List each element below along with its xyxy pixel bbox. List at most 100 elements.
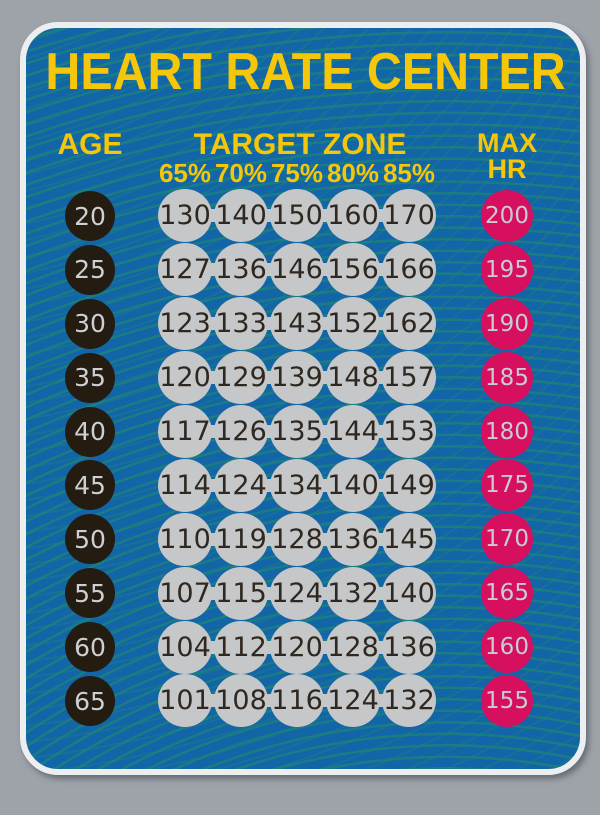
table-row: 40 117 126 135 144 153 180	[26, 405, 580, 459]
max-hr-cell: 165	[481, 567, 533, 620]
zone-cell: 170	[382, 189, 436, 243]
zone-cell: 150	[270, 189, 324, 243]
table-row: 20 130 140 150 160 170 200	[26, 189, 580, 243]
zone-cell: 128	[270, 512, 324, 566]
zone-cell: 123	[158, 297, 212, 351]
max-hr-label-line1: MAX	[477, 128, 537, 158]
page-title: HEART RATE CENTER	[45, 43, 566, 101]
age-cell: 25	[65, 244, 115, 295]
max-hr-cell: 160	[481, 621, 533, 674]
zone-cell: 144	[326, 405, 380, 458]
percentage-header-row: 65% 70% 75% 80% 85%	[157, 158, 437, 189]
zone-cell: 115	[214, 566, 268, 620]
zone-strip: 130 140 150 160 170	[157, 189, 437, 243]
zone-cell: 166	[382, 243, 436, 297]
zone-cell: 139	[270, 351, 324, 405]
max-hr-cell: 170	[481, 513, 533, 566]
zone-cell: 108	[214, 674, 268, 728]
percentage-label: 65%	[158, 158, 212, 188]
max-hr-cell: 175	[481, 459, 533, 512]
zone-strip: 114 124 134 140 149	[157, 458, 437, 512]
zone-cell: 120	[270, 620, 324, 674]
zone-cell: 132	[326, 566, 380, 620]
zone-cell: 124	[270, 566, 324, 620]
zone-strip: 104 112 120 128 136	[157, 620, 437, 674]
zone-cell: 143	[270, 297, 324, 351]
zone-cell: 134	[270, 458, 324, 512]
zone-cell: 148	[326, 351, 380, 405]
max-hr-cell: 195	[481, 243, 533, 296]
zone-strip: 127 136 146 156 166	[157, 243, 437, 297]
col-header-target-zone: TARGET ZONE	[193, 128, 407, 161]
zone-cell: 112	[214, 620, 268, 674]
max-hr-cell: 200	[481, 190, 533, 242]
zone-cell: 129	[214, 351, 268, 405]
zone-cell: 117	[158, 405, 212, 458]
zone-cell: 114	[158, 458, 212, 512]
table-row: 30 123 133 143 152 162 190	[26, 297, 580, 351]
table-row: 55 107 115 124 132 140 165	[26, 566, 580, 620]
percentage-label: 70%	[214, 158, 268, 188]
zone-strip: 120 129 139 148 157	[157, 351, 437, 405]
percentage-label: 80%	[326, 158, 380, 188]
zone-cell: 107	[158, 566, 212, 620]
age-cell: 40	[65, 406, 115, 457]
percentage-label: 75%	[270, 158, 324, 188]
max-hr-cell: 180	[481, 405, 533, 458]
zone-cell: 140	[214, 189, 268, 243]
table-row: 25 127 136 146 156 166 195	[26, 243, 580, 297]
zone-strip: 107 115 124 132 140	[157, 566, 437, 620]
zone-cell: 136	[382, 620, 436, 674]
table-row: 35 120 129 139 148 157 185	[26, 351, 580, 405]
zone-cell: 124	[326, 674, 380, 728]
age-cell: 30	[65, 298, 115, 349]
zone-cell: 104	[158, 620, 212, 674]
zone-cell: 130	[158, 189, 212, 243]
zone-cell: 110	[158, 512, 212, 566]
col-header-age: AGE	[57, 128, 123, 161]
zone-strip: 110 119 128 136 145	[157, 512, 437, 566]
zone-cell: 116	[270, 674, 324, 728]
max-hr-cell: 190	[481, 297, 533, 350]
zone-cell: 146	[270, 243, 324, 297]
col-header-max-hr: MAX HR	[467, 128, 547, 184]
zone-cell: 140	[382, 566, 436, 620]
zone-strip: 117 126 135 144 153	[157, 405, 437, 459]
max-hr-cell: 155	[481, 675, 533, 728]
max-hr-cell: 185	[481, 351, 533, 404]
zone-cell: 145	[382, 512, 436, 566]
zone-cell: 136	[214, 243, 268, 297]
zone-cell: 132	[382, 674, 436, 728]
zone-cell: 153	[382, 405, 436, 458]
zone-cell: 135	[270, 405, 324, 458]
age-cell: 35	[65, 352, 115, 403]
zone-cell: 149	[382, 458, 436, 512]
age-cell: 65	[65, 676, 115, 727]
zone-strip: 101 108 116 124 132	[157, 674, 437, 728]
zone-cell: 156	[326, 243, 380, 297]
zone-cell: 152	[326, 297, 380, 351]
age-cell: 60	[65, 622, 115, 673]
zone-cell: 101	[158, 674, 212, 728]
zone-cell: 162	[382, 297, 436, 351]
zone-strip: 123 133 143 152 162	[157, 297, 437, 351]
rate-table: 20 130 140 150 160 170 200 25 127 136 146 156 166 195…	[26, 189, 580, 728]
percentage-label: 85%	[382, 158, 436, 188]
zone-cell: 119	[214, 512, 268, 566]
table-row: 60 104 112 120 128 136 160	[26, 620, 580, 674]
age-cell: 45	[65, 460, 115, 511]
zone-cell: 127	[158, 243, 212, 297]
max-hr-label-line2: HR	[487, 154, 527, 184]
zone-cell: 124	[214, 458, 268, 512]
age-cell: 50	[65, 514, 115, 565]
zone-cell: 133	[214, 297, 268, 351]
zone-cell: 128	[326, 620, 380, 674]
zone-cell: 140	[326, 458, 380, 512]
zone-cell: 126	[214, 405, 268, 458]
age-cell: 20	[65, 191, 115, 241]
zone-cell: 136	[326, 512, 380, 566]
age-cell: 55	[65, 568, 115, 619]
table-row: 65 101 108 116 124 132 155	[26, 674, 580, 728]
table-row: 50 110 119 128 136 145 170	[26, 512, 580, 566]
